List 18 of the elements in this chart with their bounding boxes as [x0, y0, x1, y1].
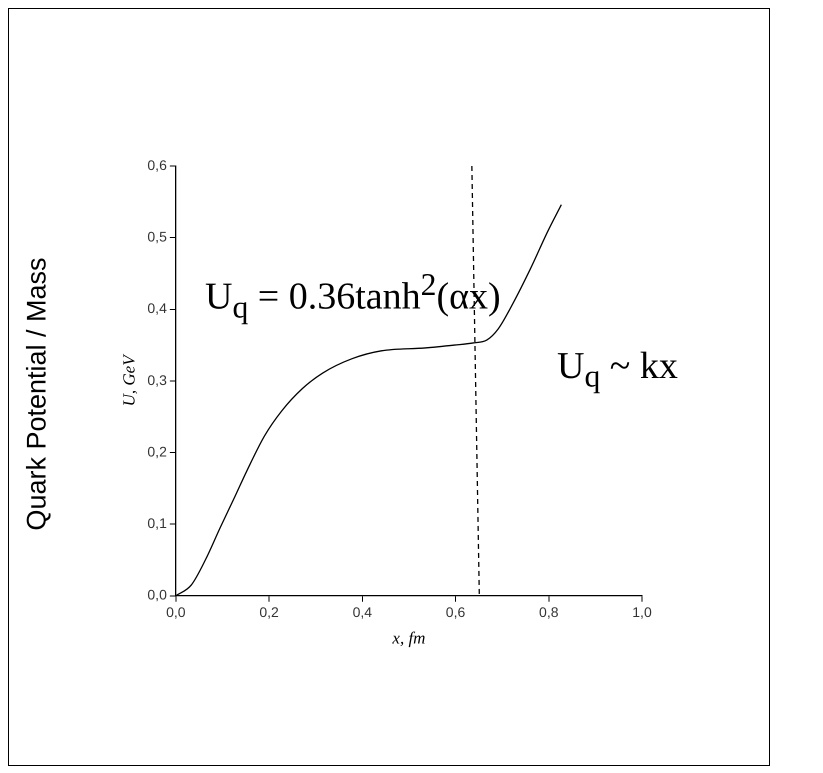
- y-tick-label: 0,6: [147, 156, 168, 173]
- y-tick-label: 0,5: [147, 228, 168, 244]
- x-tick-label: 0,2: [259, 604, 280, 620]
- x-tick-label: 0,4: [352, 604, 372, 620]
- x-tick-label: 0,0: [166, 604, 186, 620]
- y-tick-label: 0,0: [147, 586, 168, 603]
- y-tick-label: 0,1: [147, 515, 168, 532]
- text: Quark Potential / Mass: [22, 257, 52, 531]
- annotation: U$_{q}$ ~ kx: [557, 344, 678, 395]
- y-tick-label: 0,4: [147, 300, 168, 316]
- y-tick-label: 0,3: [147, 372, 168, 388]
- x-axis-title: x, fm: [391, 628, 426, 648]
- x-tick-label: 0,8: [539, 604, 559, 620]
- y-axis-title: U, GeV: [120, 352, 139, 406]
- x-tick-label: 1,0: [632, 604, 652, 620]
- annotation: U$_{q}$ = 0.36tanh$^{2}$(αx): [205, 267, 501, 326]
- y-tick-label: 0,2: [147, 443, 168, 460]
- x-tick-label: 0,6: [446, 604, 466, 620]
